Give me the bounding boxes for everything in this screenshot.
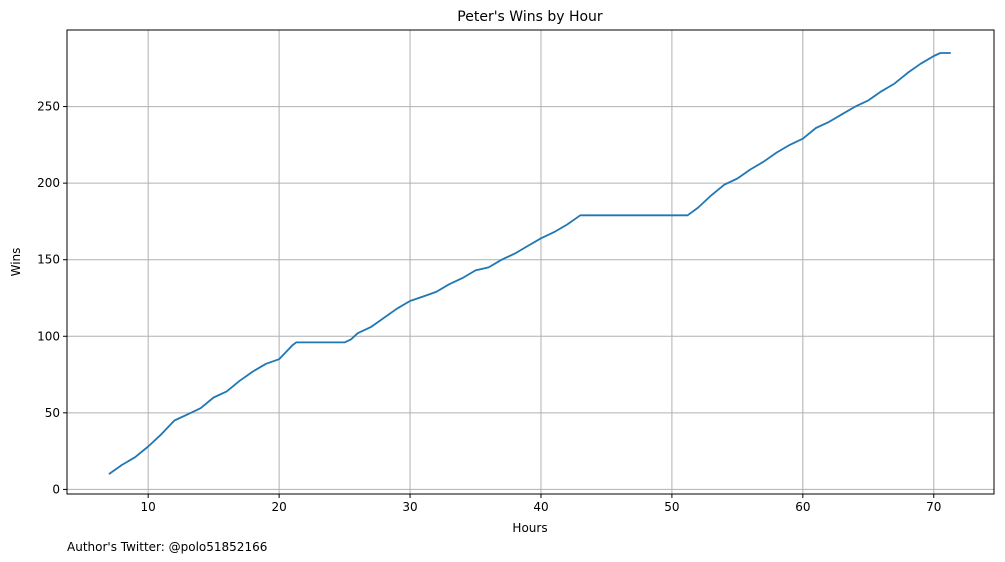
y-axis-label: Wins — [9, 248, 23, 277]
y-tick-label: 50 — [45, 406, 60, 420]
x-tick-label: 10 — [141, 500, 156, 514]
y-tick-label: 150 — [37, 253, 60, 267]
grid — [67, 30, 994, 494]
x-tick-label: 50 — [664, 500, 679, 514]
chart-title: Peter's Wins by Hour — [457, 9, 603, 25]
x-tick-label: 20 — [271, 500, 286, 514]
series-layer — [108, 52, 951, 475]
x-tick-label: 70 — [926, 500, 941, 514]
author-credit: Author's Twitter: @polo51852166 — [67, 540, 267, 554]
y-tick-label: 0 — [52, 482, 60, 496]
x-tick-label: 40 — [533, 500, 548, 514]
x-tick-label: 60 — [795, 500, 810, 514]
x-axis-label: Hours — [512, 521, 547, 535]
y-tick-label: 250 — [37, 100, 60, 114]
x-tick-label: 30 — [402, 500, 417, 514]
wins-series-line — [108, 52, 951, 475]
y-tick-label: 100 — [37, 329, 60, 343]
x-axis: 10 20 30 40 50 60 70 — [141, 494, 941, 514]
y-axis: 0 50 100 150 200 250 — [37, 100, 67, 496]
plot-frame — [66, 29, 995, 495]
y-tick-label: 200 — [37, 176, 60, 190]
